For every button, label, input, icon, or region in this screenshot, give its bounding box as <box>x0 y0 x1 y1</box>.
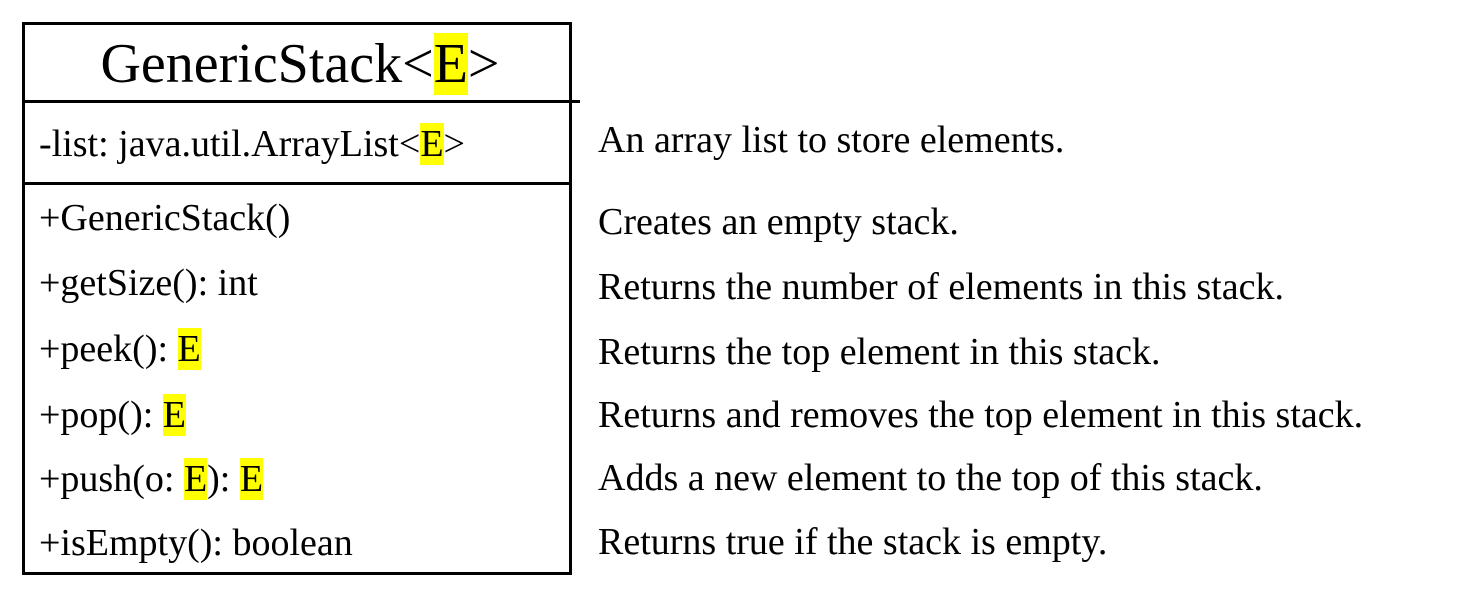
attribute-separator <box>25 182 572 185</box>
angle-close: > <box>467 33 500 95</box>
return-type-highlight: E <box>239 458 264 500</box>
attribute-text: -list: java.util.ArrayList< <box>39 123 421 165</box>
method-peek: +peek(): E <box>39 326 201 372</box>
class-name: GenericStack<E> <box>25 25 575 103</box>
method-text: +GenericStack() <box>39 197 291 239</box>
method-mid-text: ): <box>207 458 240 500</box>
description-push: Adds a new element to the top of this st… <box>598 457 1263 499</box>
method-text: +peek(): <box>39 328 178 370</box>
return-type-highlight: E <box>162 394 187 436</box>
description-peek: Returns the top element in this stack. <box>598 331 1161 373</box>
description-constructor: Creates an empty stack. <box>598 201 959 243</box>
description-pop: Returns and removes the top element in t… <box>598 394 1364 436</box>
title-separator <box>25 100 580 103</box>
class-name-text: GenericStack <box>100 33 403 95</box>
return-type-highlight: E <box>177 328 201 370</box>
description-is-empty: Returns true if the stack is empty. <box>598 521 1108 563</box>
method-text: +getSize(): int <box>39 262 258 304</box>
method-text: +pop(): <box>39 394 163 436</box>
method-is-empty: +isEmpty(): boolean <box>39 520 353 566</box>
method-pop: +pop(): E <box>39 392 187 438</box>
method-push: +push(o: E): E <box>39 456 264 502</box>
method-get-size: +getSize(): int <box>39 260 258 306</box>
attribute-list: -list: java.util.ArrayList<E> <box>39 121 465 167</box>
description-get-size: Returns the number of elements in this s… <box>598 266 1284 308</box>
description-attribute: An array list to store elements. <box>598 119 1065 161</box>
method-constructor: +GenericStack() <box>39 195 290 241</box>
uml-class-box: GenericStack<E> -list: java.util.ArrayLi… <box>22 22 580 575</box>
attribute-close: > <box>443 123 465 165</box>
type-param-highlight: E <box>433 33 468 95</box>
param-type-highlight: E <box>183 458 208 500</box>
method-text: +push(o: <box>39 458 184 500</box>
angle-open: < <box>402 33 434 95</box>
attribute-type-param-highlight: E <box>420 123 444 165</box>
method-text: +isEmpty(): boolean <box>39 522 353 564</box>
